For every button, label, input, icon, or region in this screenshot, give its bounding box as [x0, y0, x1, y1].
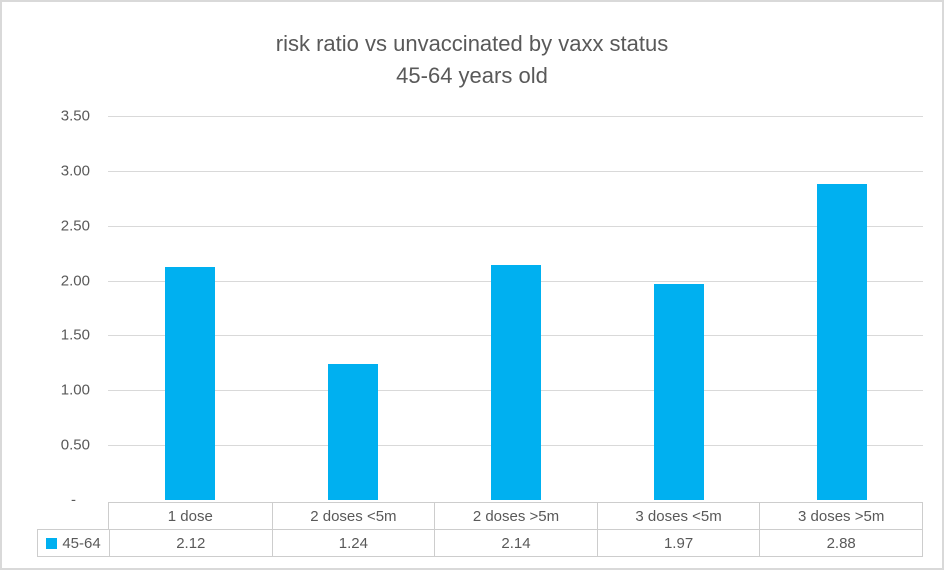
- table-header-cell: 2 doses >5m: [434, 503, 597, 529]
- bar-2-doses-5m: [490, 265, 541, 500]
- y-axis-tick-label: 2.00: [60, 272, 90, 290]
- chart-subtitle: 45-64 years old: [396, 63, 548, 88]
- gridline: [108, 116, 923, 117]
- y-axis-tick-label: 1.50: [60, 326, 90, 344]
- table-value-cell: 2.12: [109, 530, 272, 556]
- y-axis-tick-label: -: [71, 491, 76, 509]
- data-table-header-row: 1 dose 2 doses <5m 2 doses >5m 3 doses <5m 3…: [108, 502, 923, 529]
- table-header-cell: 1 dose: [167, 507, 213, 525]
- y-axis-tick-label: 2.50: [60, 217, 90, 235]
- chart-title: risk ratio vs unvaccinated by vaxx statu…: [275, 31, 669, 56]
- bar-2-doses-5m: [327, 363, 378, 500]
- y-axis-tick-label: 0.50: [60, 436, 90, 454]
- table-header-cell: 3 doses >5m: [759, 503, 922, 529]
- gridline: [108, 170, 923, 172]
- table-header-cell: 3 doses <5m: [596, 503, 760, 529]
- y-axis-tick-label: 3.50: [60, 107, 90, 125]
- table-value-cell: 2.14: [434, 530, 597, 556]
- chart-title-block: risk ratio vs unvaccinated by vaxx statu…: [2, 28, 942, 92]
- table-header-cell: 2 doses <5m: [271, 503, 435, 529]
- table-value-cell: 2.88: [759, 530, 922, 556]
- bar-3-doses-5m: [816, 184, 867, 500]
- y-axis-tick-label: 3.00: [60, 162, 90, 180]
- legend-series-label: 45-64: [62, 534, 101, 552]
- data-table-value-row: 45-64 2.12 1.24 2.14 1.97 2.88: [37, 529, 923, 557]
- table-value-cell: 1.24: [271, 530, 435, 556]
- table-value-cell: 1.97: [596, 530, 760, 556]
- gridline: [108, 225, 923, 227]
- bar-1-dose: [164, 267, 215, 500]
- bar-3-doses-5m: [653, 283, 704, 500]
- y-axis-tick-label: 1.00: [60, 381, 90, 399]
- legend-cell: 45-64: [38, 530, 109, 556]
- legend-color-swatch: [46, 537, 58, 549]
